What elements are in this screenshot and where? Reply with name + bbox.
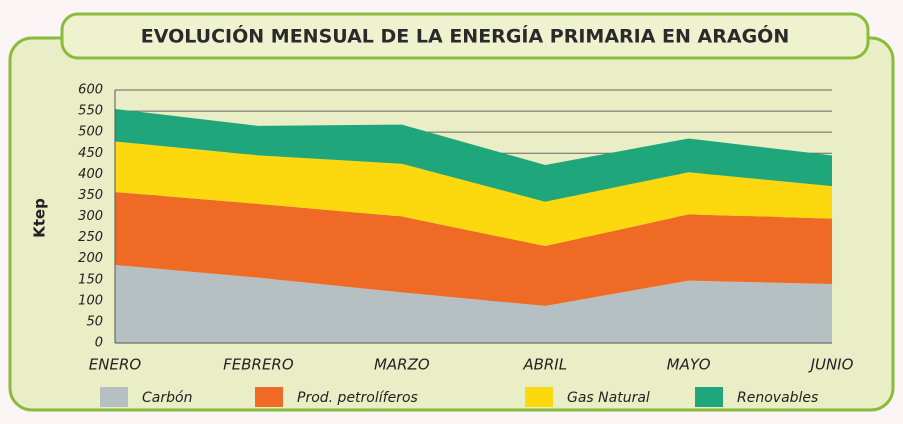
legend-swatch: [695, 387, 723, 407]
y-tick-label: 350: [78, 188, 103, 203]
legend-swatch: [100, 387, 128, 407]
y-tick-label: 50: [86, 314, 103, 329]
title-box: [60, 12, 870, 60]
x-tick-label: MARZO: [374, 356, 430, 374]
y-tick-label: 250: [78, 230, 103, 245]
area: [115, 108, 832, 202]
area: [115, 264, 832, 343]
area: [115, 192, 832, 306]
y-tick-label: 150: [78, 272, 103, 287]
legend-label: Carbón: [142, 390, 192, 406]
y-axis-label: Ktep: [31, 198, 49, 238]
legend-label: Prod. petrolíferos: [297, 390, 418, 406]
y-tick-label: 200: [78, 251, 103, 266]
y-tick-label: 450: [78, 146, 103, 161]
y-tick-label: 300: [78, 209, 103, 224]
x-tick-label: MAYO: [667, 356, 711, 374]
x-tick-label: ABRIL: [522, 356, 567, 374]
x-tick-label: ENERO: [89, 356, 142, 374]
legend-swatch: [525, 387, 553, 407]
y-tick-label: 550: [78, 104, 103, 119]
y-tick-label: 100: [78, 293, 103, 308]
x-tick-label: JUNIO: [808, 356, 854, 374]
y-tick-label: 600: [78, 83, 103, 98]
area: [115, 141, 832, 247]
chart-title: EVOLUCIÓN MENSUAL DE LA ENERGÍA PRIMARIA…: [141, 24, 790, 48]
legend-swatch: [255, 387, 283, 407]
y-tick-label: 500: [78, 125, 103, 140]
y-tick-label: 0: [95, 336, 103, 351]
legend-label: Gas Natural: [567, 390, 650, 406]
x-tick-label: FEBRERO: [223, 356, 294, 374]
y-tick-label: 400: [78, 167, 103, 182]
legend-label: Renovables: [737, 390, 818, 406]
